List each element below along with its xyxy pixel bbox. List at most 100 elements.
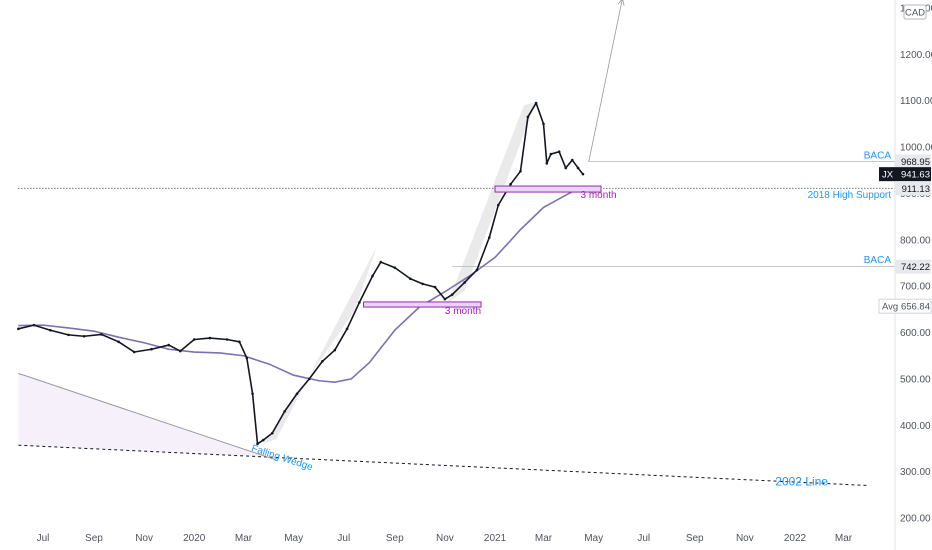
currency-badge[interactable]: CAD [903,4,927,20]
price-label: 968.95 [895,154,931,169]
x-tick-label: 2022 [784,533,807,544]
price-point [256,442,259,446]
price-label-prefix: Avg [882,302,898,313]
price-point [192,338,196,341]
price-label-prefix: JX [882,170,894,181]
price-point [409,277,412,281]
price-point [49,328,52,332]
y-tick-label: 500.00 [900,374,931,385]
price-point [333,348,337,352]
price-point [245,356,249,360]
x-tick-label: 2021 [484,533,507,544]
x-tick-label: 2020 [183,533,206,544]
support-zone [494,185,602,193]
price-point [519,169,522,173]
price-point [150,347,153,351]
price-point [463,281,466,284]
price-point [570,158,574,162]
currency-badge-text: CAD [905,8,925,19]
price-label: JX 941.63 [879,167,931,182]
price-point [32,323,36,327]
price-label: Avg 656.84 [878,298,932,314]
projection-arrow-line [588,0,623,163]
price-line [17,101,585,446]
price-point [557,150,561,154]
annotation-label: 2002 Line [775,475,828,489]
price-point [542,122,545,126]
x-tick-label: Jul [37,533,50,544]
x-tick-label: Sep [386,533,404,544]
price-series [18,102,584,445]
price-point [283,410,286,413]
annotation-label: 3 month [445,306,481,317]
x-tick-label: Nov [436,533,454,544]
price-point [270,431,274,435]
y-tick-label: 400.00 [900,421,931,432]
price-label-value: 742.22 [901,262,930,273]
price-point [421,282,424,286]
price-label: 742.22 [895,259,931,274]
price-point [82,334,86,338]
price-point [345,327,349,331]
trendline-wedge-top [18,372,277,461]
y-tick-label: 700.00 [900,282,931,293]
price-label-box [895,154,931,169]
annotation-label: Falling Wedge [250,443,314,473]
price-point [564,166,568,170]
price-label-value: 941.63 [901,170,930,181]
x-tick-label: May [584,533,603,544]
x-tick-label: Mar [535,533,553,544]
price-point [295,392,299,396]
price-point [549,152,553,156]
projection-arrow-head [617,0,625,6]
price-label-value: 911.13 [902,184,930,195]
price-point [475,268,479,272]
time-axis: Jul Sep Nov 2020 Mar May Jul Sep Nov 2021 Mar May Ju… [37,533,853,544]
x-tick-label: Mar [235,533,253,544]
price-point [167,343,171,347]
price-point [443,297,447,301]
price-label-value: 656.84 [901,302,930,313]
price-point [225,338,229,341]
price-point [208,336,212,340]
price-point [534,101,538,105]
price-label-box [878,298,932,314]
trend-channel [263,246,377,444]
price-point [371,274,374,278]
x-tick-label: Nov [736,533,754,544]
annotation-label: BACA [864,151,892,162]
trendlines [18,372,869,487]
y-tick-label: 300.00 [900,467,931,478]
price-label-value: 968.95 [901,157,930,168]
price-label-box [879,167,931,182]
price-point [132,350,136,354]
price-point [487,236,491,239]
y-tick-label: 1000.00 [900,143,932,154]
price-label: 911.13 [895,181,931,196]
price-point [251,392,254,396]
price-point [433,285,437,289]
moving-average [18,185,584,383]
trendline-2002 [18,444,869,487]
price-point [450,293,454,296]
x-tick-label: Mar [835,533,853,544]
price-point [17,327,20,331]
price-point [526,115,530,119]
x-tick-label: Jul [637,533,650,544]
price-label-box [895,259,931,274]
price-point [379,260,383,264]
trend-channel [448,101,537,303]
price-point [117,340,120,344]
y-tick-label: 200.00 [900,514,931,525]
price-point [576,166,580,170]
price-labels: 968.95 JX 941.63 911.13 742.22 Avg 656.84 [878,154,932,314]
price-point [261,438,265,442]
y-tick-label: 800.00 [900,235,931,246]
price-point [509,182,512,186]
y-tick-label: 1200.00 [900,50,932,61]
x-tick-label: Nov [135,533,153,544]
price-label-box [895,181,931,196]
price-point [321,359,324,363]
x-tick-label: May [284,533,303,544]
